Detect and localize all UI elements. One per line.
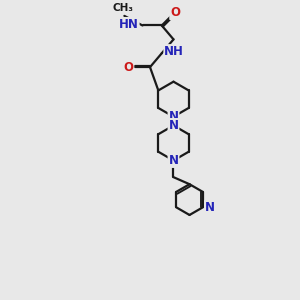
Text: N: N bbox=[205, 201, 215, 214]
Text: HN: HN bbox=[119, 18, 139, 31]
Text: N: N bbox=[169, 110, 178, 123]
Text: N: N bbox=[169, 119, 178, 132]
Text: N: N bbox=[169, 154, 178, 167]
Text: NH: NH bbox=[164, 45, 184, 58]
Text: CH₃: CH₃ bbox=[113, 3, 134, 13]
Text: O: O bbox=[123, 61, 133, 74]
Text: O: O bbox=[170, 6, 180, 19]
